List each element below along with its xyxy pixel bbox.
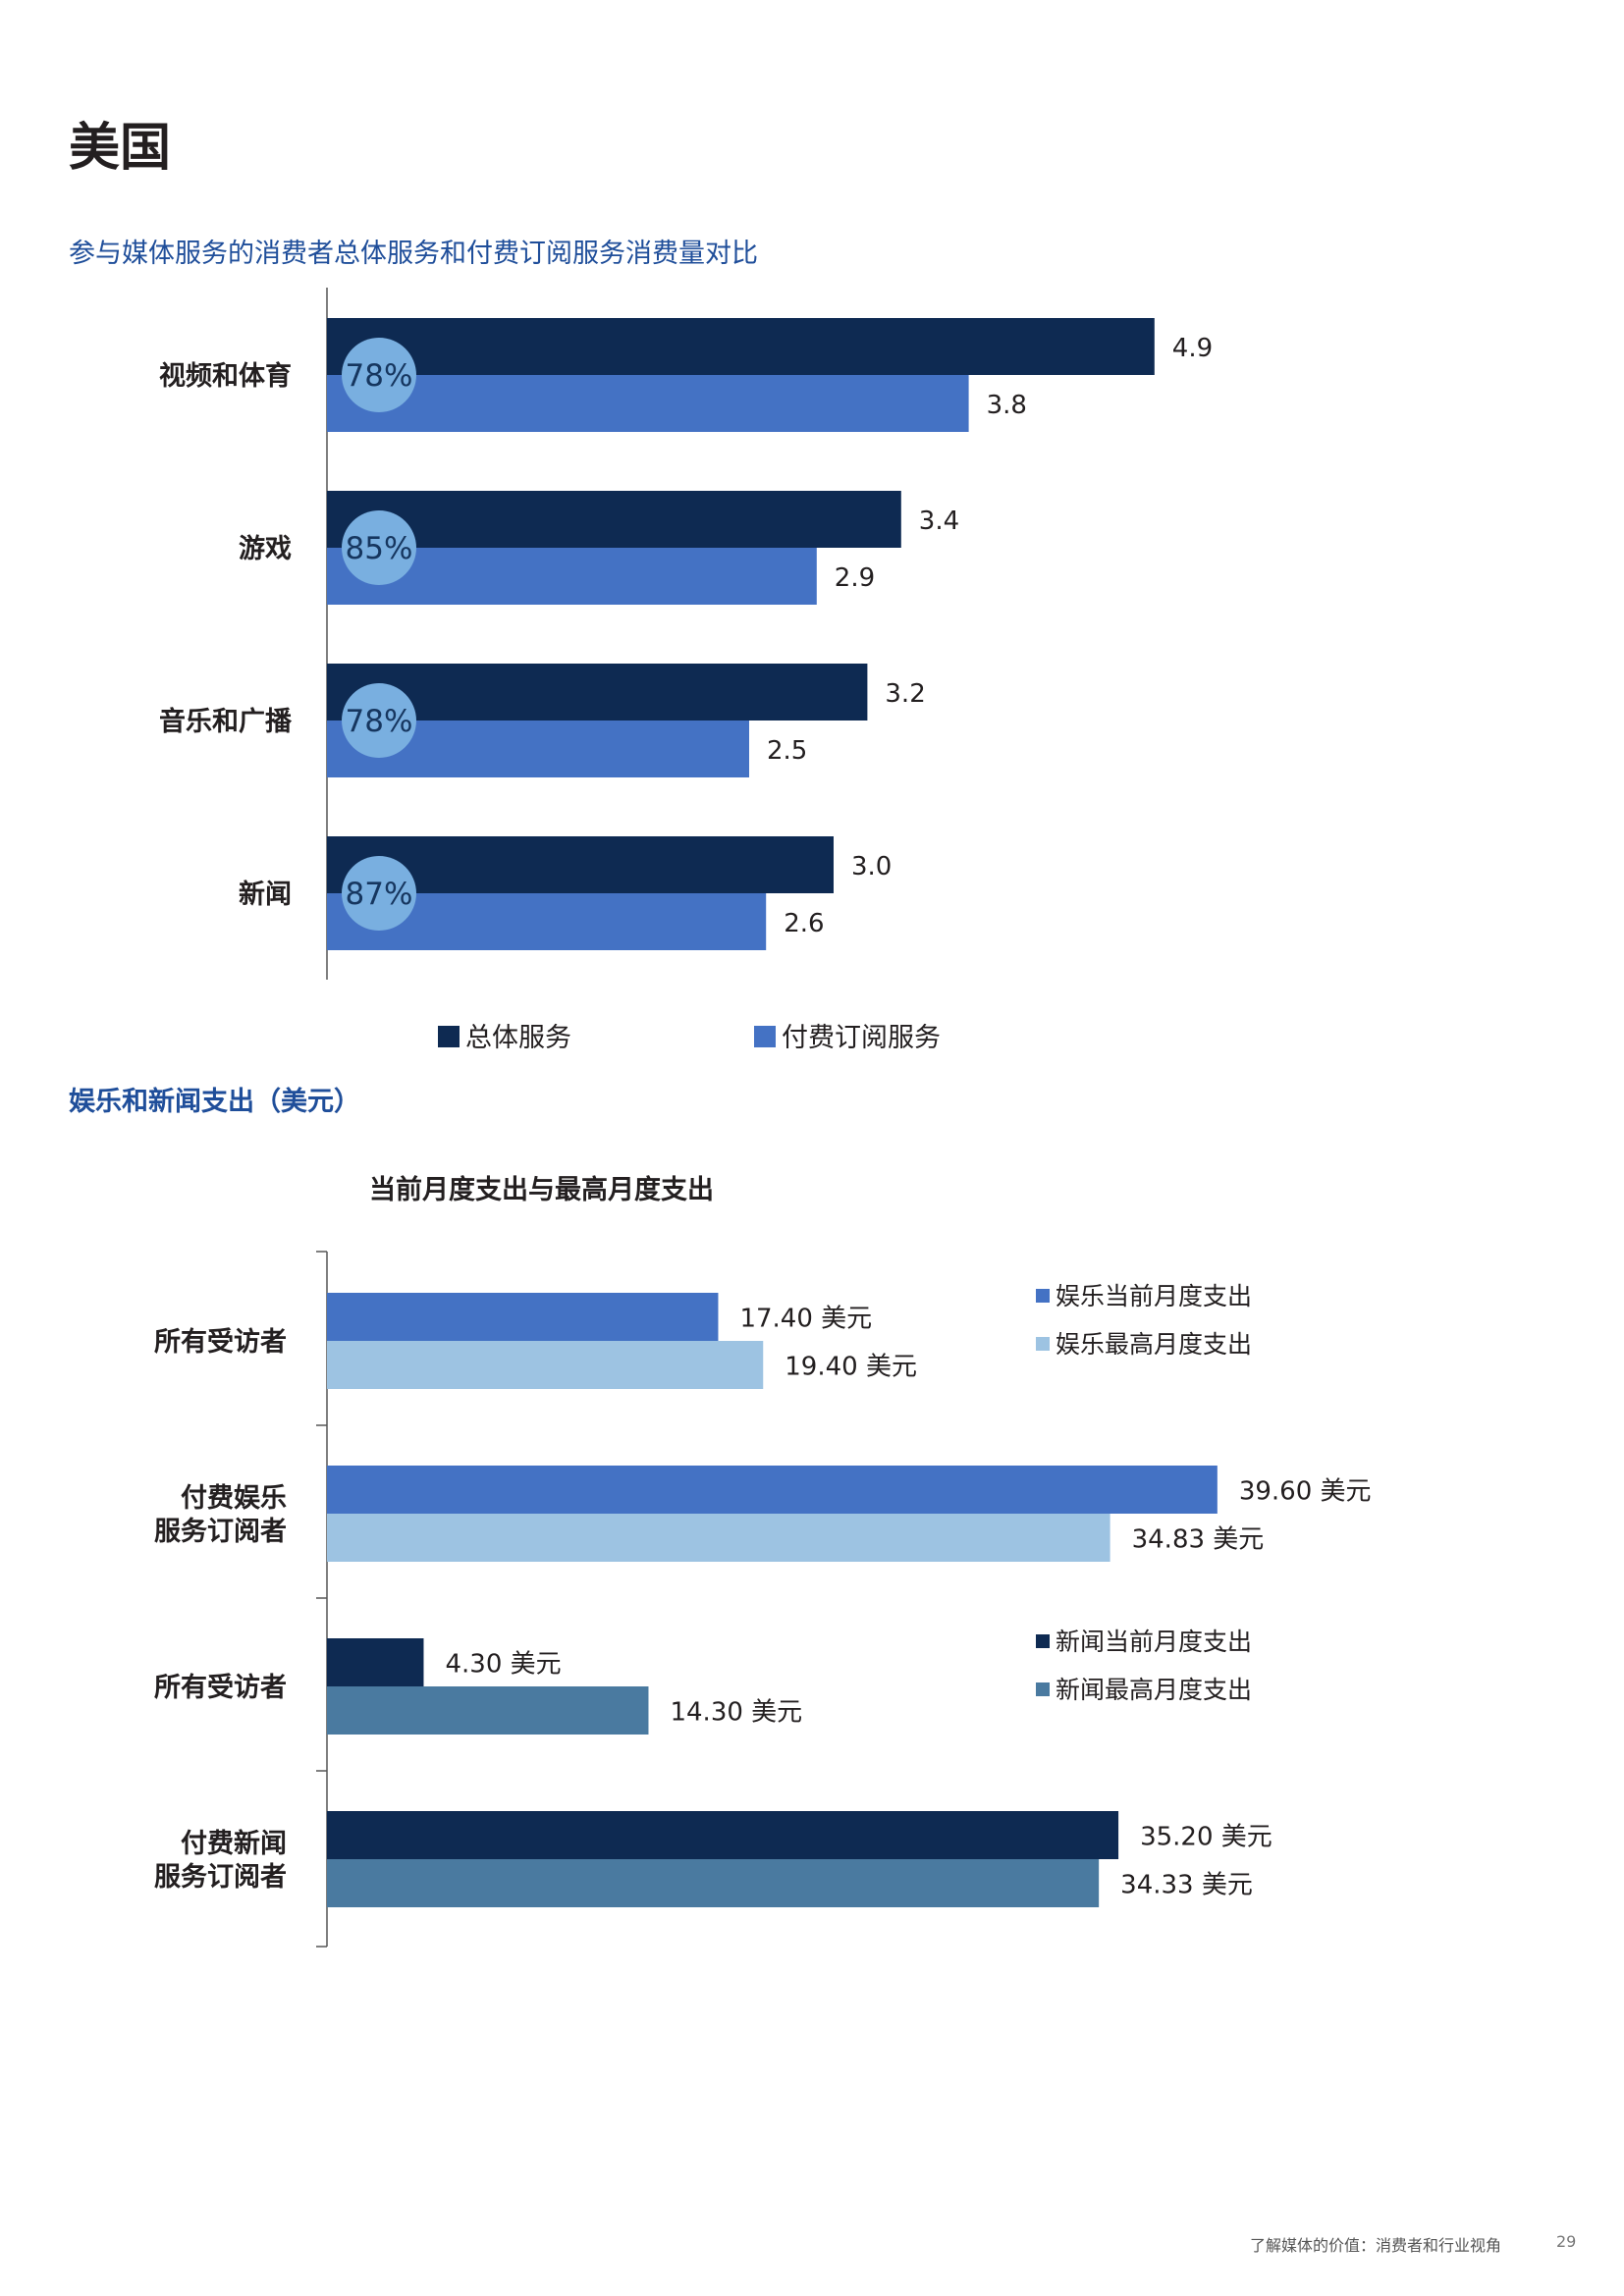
chart2-bar (327, 1514, 1110, 1562)
chart1-legend-label: 总体服务 (465, 1023, 571, 1053)
chart2-subtitle: 当前月度支出与最高月度支出 (369, 1175, 714, 1205)
footer-text: 了解媒体的价值：消费者和行业视角 (1250, 2236, 1502, 2255)
chart1-bar (327, 491, 901, 548)
chart2-legend-label: 新闻最高月度支出 (1056, 1676, 1252, 1704)
chart2-category-label: 所有受访者 (154, 1672, 287, 1703)
chart2-value-label: 39.60 美元 (1239, 1477, 1372, 1507)
chart1-share-label: 85% (346, 531, 413, 566)
chart1-value-label: 2.9 (835, 563, 875, 593)
chart1-share-label: 78% (346, 358, 413, 394)
chart2-value-label: 34.33 美元 (1120, 1871, 1253, 1900)
chart1-share-badge (342, 683, 416, 758)
chart1-value-label: 2.6 (784, 909, 824, 938)
chart1-legend-label: 付费订阅服务 (782, 1023, 941, 1053)
chart1-category-label: 视频和体育 (159, 360, 292, 392)
chart2-value-label: 4.30 美元 (445, 1650, 561, 1680)
chart2-bar (327, 1638, 424, 1686)
chart1-category-label: 新闻 (239, 879, 292, 910)
chart1-bar (327, 375, 969, 432)
chart2-bar (327, 1859, 1100, 1907)
chart1-value-label: 3.0 (851, 852, 892, 881)
chart2-legend-label: 娱乐最高月度支出 (1056, 1330, 1252, 1359)
chart2-category-label: 所有受访者 (154, 1326, 287, 1358)
chart2-legend-swatch (1036, 1289, 1050, 1303)
chart1-bar (327, 318, 1155, 375)
chart2-bar (327, 1466, 1218, 1514)
chart2-legend-swatch (1036, 1337, 1050, 1351)
chart2-bar (327, 1811, 1119, 1859)
chart1-value-label: 2.5 (767, 736, 807, 766)
chart2-category-label: 服务订阅者 (154, 1517, 287, 1547)
chart2-category-label: 付费新闻 (181, 1828, 287, 1859)
chart2-legend-label: 娱乐当前月度支出 (1056, 1282, 1252, 1310)
chart1-share-badge (342, 856, 416, 931)
chart1-share-badge (342, 338, 416, 412)
chart1-bar (327, 664, 868, 721)
chart1-value-label: 3.8 (987, 391, 1027, 420)
chart2-value-label: 14.30 美元 (670, 1698, 802, 1728)
chart1-share-badge (342, 510, 416, 585)
chart2-legend-swatch (1036, 1634, 1050, 1648)
chart2-bar (327, 1686, 649, 1735)
chart1-legend-swatch (754, 1026, 776, 1047)
chart2-value-label: 19.40 美元 (785, 1353, 917, 1382)
chart2-legend-swatch (1036, 1682, 1050, 1696)
chart2-category-label: 服务订阅者 (154, 1862, 287, 1893)
chart1-share-label: 78% (346, 704, 413, 739)
chart1-value-label: 3.4 (919, 507, 959, 536)
chart2-legend-label: 新闻当前月度支出 (1056, 1628, 1252, 1656)
chart2-category-label: 付费娱乐 (181, 1483, 287, 1514)
page-number: 29 (1556, 2232, 1577, 2251)
chart2-value-label: 17.40 美元 (739, 1305, 872, 1334)
chart2-value-label: 34.83 美元 (1132, 1525, 1265, 1555)
chart1-category-label: 游戏 (239, 534, 292, 564)
chart1-category-label: 音乐和广播 (159, 706, 293, 737)
chart2-section-title: 娱乐和新闻支出（美元） (69, 1087, 360, 1117)
chart1-value-label: 4.9 (1172, 334, 1213, 363)
chart1-share-label: 87% (346, 877, 413, 912)
chart2-value-label: 35.20 美元 (1140, 1823, 1272, 1852)
chart1-value-label: 3.2 (885, 679, 925, 709)
chart2-bar (327, 1341, 764, 1389)
page-title: 美国 (69, 119, 172, 178)
chart1-legend-swatch (438, 1026, 460, 1047)
chart1-section-title: 参与媒体服务的消费者总体服务和付费订阅服务消费量对比 (69, 239, 758, 269)
chart2-bar (327, 1293, 719, 1341)
